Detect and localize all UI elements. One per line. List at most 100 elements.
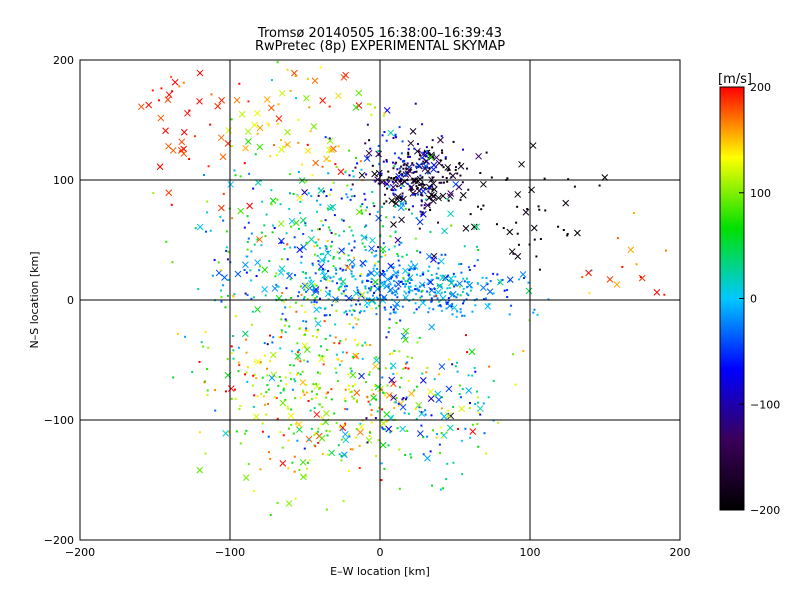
dot-marker [396, 253, 399, 256]
dot-marker [404, 453, 407, 456]
dot-marker [429, 293, 432, 296]
dot-marker [160, 87, 163, 90]
dot-marker [170, 75, 173, 78]
cross-marker [383, 282, 390, 290]
dot-marker [317, 427, 320, 430]
dot-marker [508, 313, 511, 316]
dot-marker [448, 358, 451, 361]
dot-marker [411, 178, 414, 181]
cross-marker [379, 441, 387, 449]
dot-marker [420, 204, 423, 207]
dot-marker [547, 298, 550, 301]
dot-marker [406, 171, 409, 174]
dot-marker [325, 508, 328, 511]
dot-marker [407, 367, 410, 370]
dot-marker [471, 374, 474, 377]
dot-marker [320, 219, 323, 222]
cross-marker [371, 170, 378, 178]
dot-marker [359, 274, 362, 277]
dot-marker [394, 293, 397, 296]
dot-marker [206, 200, 209, 203]
dot-marker [487, 303, 490, 306]
dot-marker [351, 385, 354, 388]
dot-marker [416, 288, 419, 291]
dot-marker [459, 308, 462, 311]
dot-marker [325, 286, 328, 289]
dot-marker [277, 103, 280, 106]
dot-marker [396, 168, 399, 171]
dot-marker [233, 169, 236, 172]
dot-marker [369, 431, 372, 434]
dot-marker [313, 434, 316, 437]
dot-marker [250, 279, 253, 282]
dot-marker [375, 250, 378, 253]
cross-marker [465, 387, 473, 394]
dot-marker [405, 292, 408, 295]
dot-marker [445, 301, 448, 304]
dot-marker [353, 338, 356, 341]
dot-marker [247, 221, 250, 224]
dot-marker [450, 305, 453, 308]
dot-marker [347, 384, 350, 387]
dot-marker [293, 470, 296, 473]
dot-marker [304, 310, 307, 313]
dot-marker [423, 150, 426, 153]
dot-marker [294, 380, 297, 383]
dot-marker [238, 408, 241, 411]
dot-marker [407, 285, 410, 288]
cross-marker [359, 259, 367, 267]
dot-marker [537, 205, 540, 208]
dot-marker [428, 307, 431, 310]
dot-marker [294, 397, 297, 400]
dot-marker [411, 193, 414, 196]
dot-marker [299, 200, 302, 203]
cross-marker [169, 147, 177, 154]
dot-marker [376, 297, 379, 300]
dot-marker [431, 139, 434, 142]
dot-marker [380, 255, 383, 258]
dot-marker [227, 250, 230, 253]
dot-marker [319, 66, 322, 69]
cross-marker [367, 269, 375, 277]
dot-marker [350, 304, 353, 307]
dot-marker [230, 345, 233, 348]
dot-marker [352, 326, 355, 329]
dot-marker [293, 378, 296, 381]
cross-marker [422, 151, 429, 159]
cross-marker [407, 139, 415, 147]
cross-marker [358, 372, 365, 380]
cross-marker [318, 434, 326, 442]
dot-marker [256, 132, 259, 135]
dot-marker [351, 395, 354, 398]
dot-marker [323, 277, 326, 280]
dot-marker [263, 403, 266, 406]
dot-marker [404, 283, 407, 286]
dot-marker [287, 427, 290, 430]
cross-marker [514, 191, 522, 198]
dot-marker [437, 304, 440, 307]
dot-marker [394, 401, 397, 404]
dot-marker [297, 171, 300, 174]
dot-marker [412, 164, 415, 167]
dot-marker [459, 198, 462, 201]
dot-marker [261, 200, 264, 203]
dot-marker [477, 248, 480, 251]
colorbar-tick-label: −200 [750, 504, 780, 517]
dot-marker [361, 357, 364, 360]
cross-marker [299, 217, 307, 224]
dot-marker [309, 409, 312, 412]
dot-marker [355, 400, 358, 403]
dot-marker [279, 347, 282, 350]
dot-marker [261, 422, 264, 425]
dot-marker [415, 417, 418, 420]
dot-marker [466, 351, 469, 354]
cross-marker [217, 134, 225, 142]
dot-marker [386, 179, 389, 182]
dot-marker [281, 446, 284, 449]
dot-marker [482, 298, 485, 301]
dot-marker [217, 261, 220, 264]
dot-marker [352, 309, 355, 312]
dot-marker [313, 407, 316, 410]
dot-marker [392, 372, 395, 375]
dot-marker [231, 145, 234, 148]
